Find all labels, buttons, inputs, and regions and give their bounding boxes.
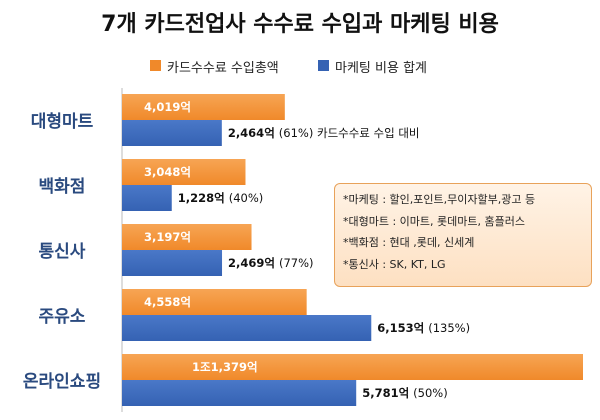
bar-marketing bbox=[122, 120, 222, 146]
category-label: 백화점 bbox=[39, 177, 86, 197]
note-line: *마케팅 : 할인,포인트,무이자할부,광고 등 bbox=[343, 193, 536, 206]
bar-fee-income bbox=[122, 354, 583, 380]
bar-marketing bbox=[122, 250, 223, 276]
data-label-fee-income: 3,048억 bbox=[144, 165, 191, 179]
notes-box: *마케팅 : 할인,포인트,무이자할부,광고 등 *대형마트 : 이마트, 롯데… bbox=[334, 183, 592, 287]
legend-swatch-orange bbox=[150, 60, 161, 71]
category-label: 대형마트 bbox=[31, 111, 94, 132]
category-label: 온라인쇼핑 bbox=[23, 372, 101, 392]
bar-marketing bbox=[122, 315, 372, 341]
note-line: *통신사 : SK, KT, LG bbox=[343, 257, 446, 271]
data-label-marketing: 2,469억 (77%) bbox=[228, 256, 314, 270]
data-label-marketing: 6,153억 (135%) bbox=[377, 321, 470, 335]
data-label-fee-income: 3,197억 bbox=[144, 230, 191, 244]
bar-marketing bbox=[122, 185, 172, 211]
bar-fee-income bbox=[122, 94, 285, 120]
category-label: 통신사 bbox=[39, 242, 86, 262]
data-label-fee-income: 1조1,379억 bbox=[192, 360, 258, 374]
legend-swatch-blue bbox=[318, 60, 329, 71]
data-label-marketing: 2,464억 (61%) 카드수수료 수입 대비 bbox=[228, 126, 420, 140]
legend-label-marketing: 마케팅 비용 합계 bbox=[335, 61, 427, 76]
category-label: 주유소 bbox=[39, 307, 86, 327]
data-label-marketing: 5,781억 (50%) bbox=[362, 386, 448, 400]
legend-label-fee-income: 카드수수료 수입총액 bbox=[167, 61, 279, 76]
data-label-marketing: 1,228억 (40%) bbox=[178, 191, 264, 205]
note-line: *백화점 : 현대 ,롯데, 신세계 bbox=[343, 236, 475, 249]
chart-title: 7개 카드전업사 수수료 수입과 마케팅 비용 bbox=[101, 12, 499, 37]
bar-fee-income bbox=[122, 159, 246, 185]
data-label-fee-income: 4,019억 bbox=[144, 100, 191, 114]
bar-fee-income bbox=[122, 289, 307, 315]
bar-fee-income bbox=[122, 224, 252, 250]
note-line: *대형마트 : 이마트, 롯데마트, 홈플러스 bbox=[343, 214, 525, 228]
bar-marketing bbox=[122, 380, 357, 406]
data-label-fee-income: 4,558억 bbox=[144, 295, 191, 309]
